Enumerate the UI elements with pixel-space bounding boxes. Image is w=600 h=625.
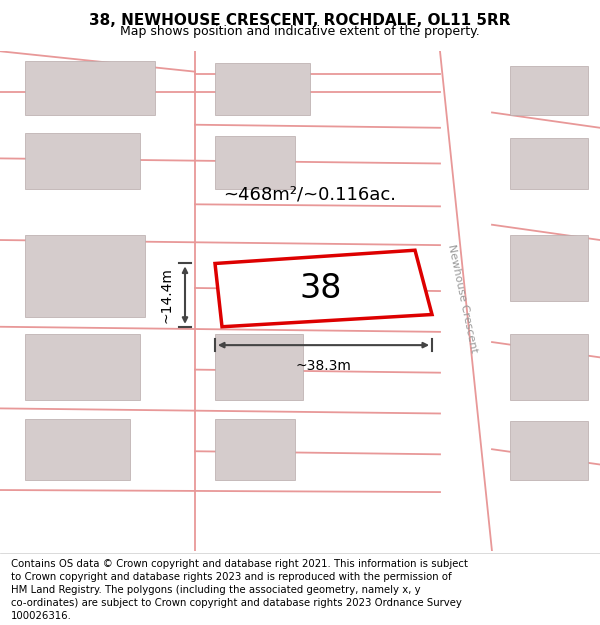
Bar: [510, 421, 588, 480]
Polygon shape: [215, 250, 432, 327]
Bar: [25, 133, 140, 189]
Bar: [215, 64, 310, 114]
Text: 38: 38: [300, 272, 342, 305]
Bar: [510, 334, 588, 400]
Bar: [510, 138, 588, 189]
Bar: [510, 66, 588, 114]
Bar: [215, 334, 303, 400]
Text: 38, NEWHOUSE CRESCENT, ROCHDALE, OL11 5RR: 38, NEWHOUSE CRESCENT, ROCHDALE, OL11 5R…: [89, 12, 511, 28]
Text: ~38.3m: ~38.3m: [296, 359, 352, 373]
Text: ~468m²/~0.116ac.: ~468m²/~0.116ac.: [223, 185, 397, 203]
Text: ~14.4m: ~14.4m: [159, 268, 173, 323]
Bar: [25, 419, 130, 480]
Bar: [215, 136, 295, 189]
Text: Contains OS data © Crown copyright and database right 2021. This information is : Contains OS data © Crown copyright and d…: [11, 559, 468, 621]
Bar: [510, 235, 588, 301]
Bar: [25, 235, 145, 316]
Text: Map shows position and indicative extent of the property.: Map shows position and indicative extent…: [120, 26, 480, 39]
Bar: [25, 334, 140, 400]
Bar: [215, 419, 295, 480]
Bar: [25, 61, 155, 114]
Text: Newhouse Crescent: Newhouse Crescent: [446, 243, 478, 353]
